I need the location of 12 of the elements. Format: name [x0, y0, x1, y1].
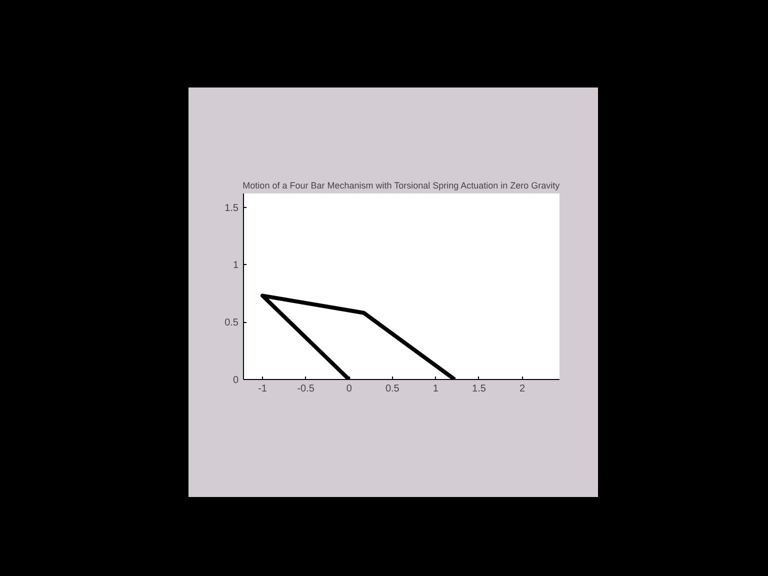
- chart-title: Motion of a Four Bar Mechanism with Torsional Spring Actuation in Zero Gravity: [242, 180, 560, 190]
- y-tick-label: 0: [232, 375, 239, 386]
- x-tick-label: -1: [258, 384, 268, 394]
- x-tick-label: 2: [519, 384, 526, 394]
- y-tick-label: 0.5: [224, 318, 239, 329]
- y-tick-label: 1.5: [224, 202, 239, 214]
- x-tick-label: -0.5: [297, 384, 315, 394]
- y-tick-label: 1: [232, 260, 239, 272]
- x-tick-label: 0: [346, 384, 352, 394]
- x-tick-label: 1: [432, 384, 439, 394]
- x-tick-label: 1.5: [472, 384, 486, 394]
- x-tick-label: 0.5: [385, 384, 400, 394]
